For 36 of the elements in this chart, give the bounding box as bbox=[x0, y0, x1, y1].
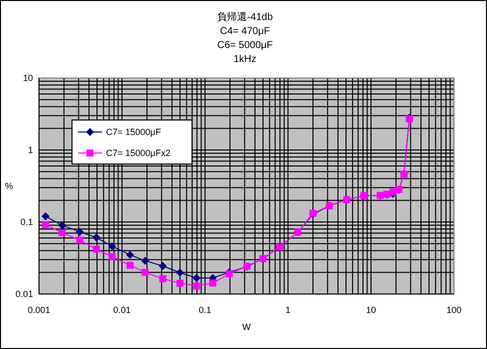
point bbox=[209, 280, 216, 287]
point bbox=[158, 262, 167, 270]
chart-title: 負帰還-41db C4= 470μF C6= 5000μF 1kHz bbox=[217, 11, 274, 65]
point bbox=[42, 221, 50, 228]
y-tick-label: 10 bbox=[22, 73, 33, 83]
legend-label: C7= 15000μF bbox=[106, 127, 162, 137]
point bbox=[176, 268, 184, 277]
point bbox=[142, 268, 149, 276]
point bbox=[58, 221, 66, 230]
legend-label: C7= 15000μFx2 bbox=[106, 148, 170, 158]
y-tick-label: 0.01 bbox=[15, 289, 33, 299]
y-tick-label: 0.1 bbox=[20, 217, 33, 227]
point bbox=[108, 253, 116, 260]
x-tick-label: 1 bbox=[285, 305, 291, 315]
y-axis-title: % bbox=[4, 181, 14, 191]
x-tick-label: 10 bbox=[366, 305, 376, 315]
point bbox=[42, 212, 50, 220]
point bbox=[126, 262, 134, 269]
point bbox=[141, 256, 150, 265]
point bbox=[176, 280, 184, 287]
point bbox=[193, 282, 200, 290]
point bbox=[108, 242, 116, 250]
point bbox=[76, 236, 84, 244]
x-tick-label: 0.1 bbox=[198, 305, 212, 315]
x-tick-label: 100 bbox=[446, 305, 462, 315]
x-axis-title: W bbox=[242, 322, 252, 332]
point bbox=[192, 274, 201, 282]
point bbox=[92, 233, 100, 242]
x-tick-label: 0.001 bbox=[28, 305, 50, 315]
x-tick-label: 0.01 bbox=[113, 305, 131, 315]
point bbox=[58, 229, 66, 236]
point bbox=[92, 246, 100, 253]
point bbox=[126, 250, 134, 259]
point bbox=[159, 275, 166, 282]
y-tick-label: 1 bbox=[28, 145, 33, 155]
point bbox=[76, 228, 84, 236]
